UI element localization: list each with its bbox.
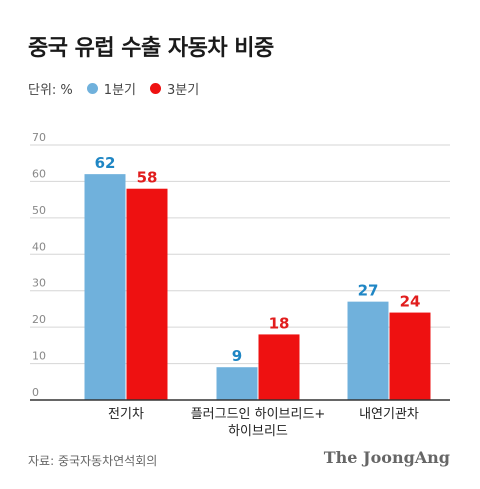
data-label: 27	[358, 282, 379, 300]
data-label: 58	[137, 169, 158, 187]
data-label: 18	[269, 314, 290, 332]
bar	[84, 174, 126, 400]
y-tick-label: 10	[32, 350, 46, 363]
x-tick-label: 전기차	[108, 407, 144, 422]
source-note: 자료: 중국자동차연석회의	[28, 454, 158, 468]
bar	[389, 312, 431, 400]
legend-dot-q1	[86, 83, 98, 94]
chart-title: 중국 유럽 수출 자동차 비중	[28, 36, 274, 61]
data-label: 62	[95, 154, 116, 172]
brand-logo: The JoongAng	[323, 448, 450, 467]
data-label: 24	[400, 293, 421, 311]
x-tick-label: 플러그드인 하이브리드+	[191, 407, 326, 422]
y-tick-label: 70	[32, 131, 46, 144]
legend-label-q3: 3분기	[167, 83, 200, 98]
y-tick-label: 0	[32, 386, 39, 399]
y-tick-label: 50	[32, 204, 46, 217]
y-tick-label: 60	[32, 167, 46, 180]
bar	[347, 301, 389, 400]
x-tick-label: 하이브리드	[228, 424, 288, 439]
legend-item-q3: 3분기	[150, 79, 199, 98]
bar	[258, 334, 300, 400]
legend-item-q1: 1분기	[86, 79, 136, 98]
legend-dot-q3	[150, 83, 161, 94]
legend: 단위: % 1분기 3분기	[28, 79, 213, 98]
data-label: 9	[232, 347, 242, 365]
y-tick-label: 20	[32, 313, 46, 326]
unit-label: 단위: %	[28, 83, 73, 98]
legend-label-q1: 1분기	[103, 83, 136, 98]
y-tick-label: 40	[32, 240, 46, 253]
y-tick-label: 30	[32, 277, 46, 290]
x-tick-label: 내연기관차	[359, 407, 419, 422]
bar	[126, 188, 168, 400]
bar-chart: 0 10 20 30 40 50 60 70 62 9 27 58 18 24 전기차 플러그드인 하이브리드…	[30, 131, 450, 439]
bar	[216, 367, 258, 400]
